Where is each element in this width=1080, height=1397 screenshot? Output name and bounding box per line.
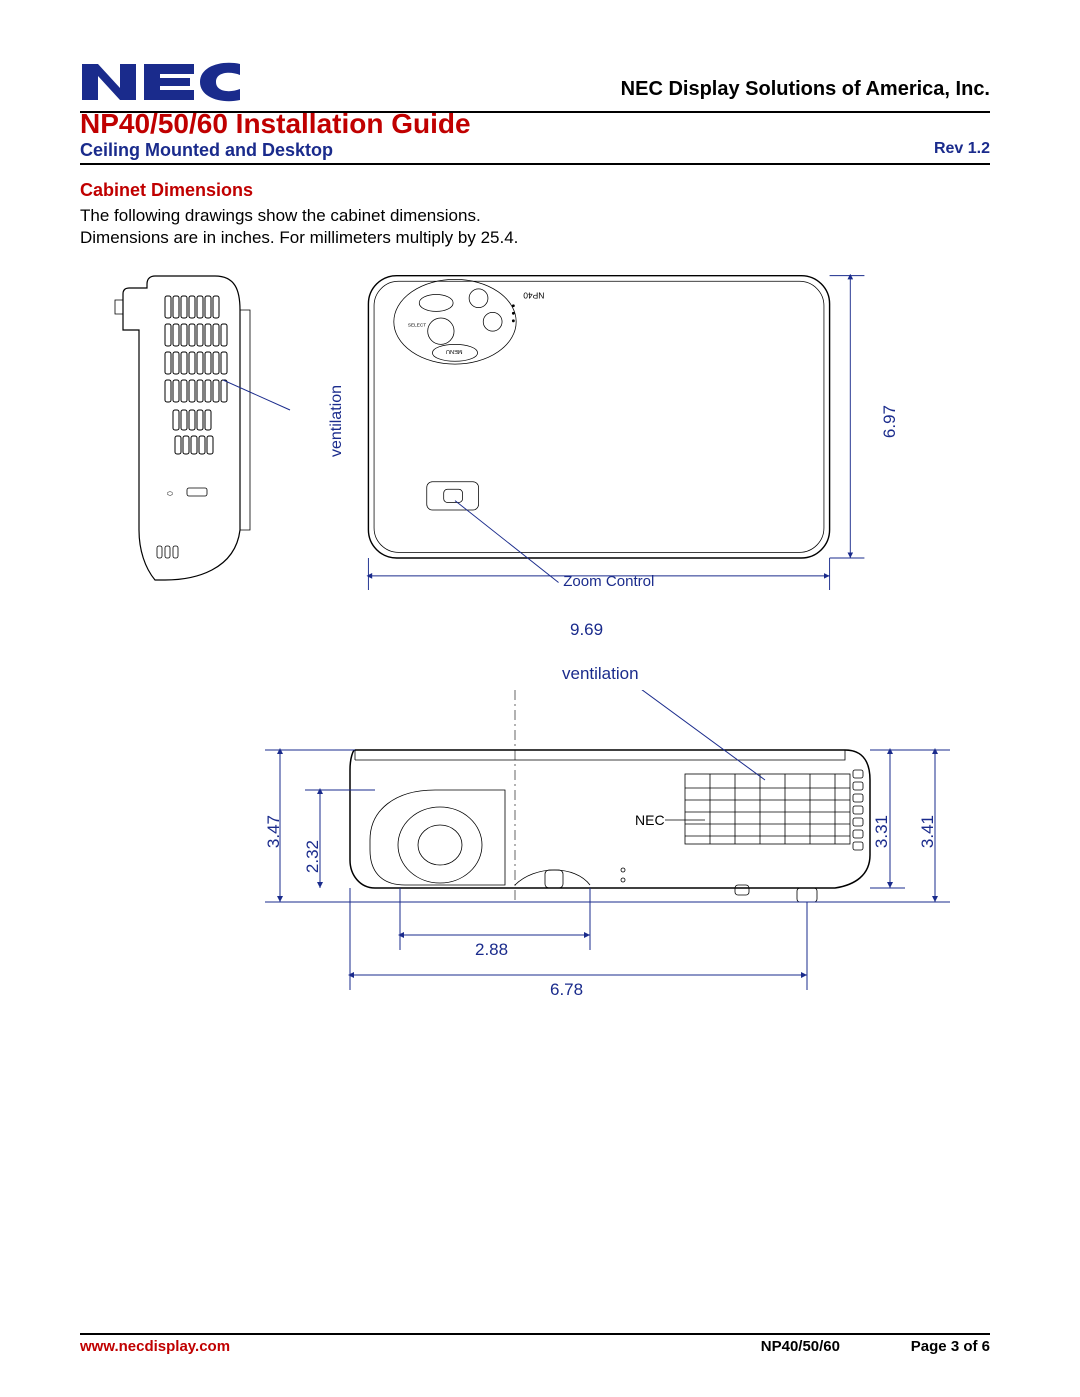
company-name: NEC Display Solutions of America, Inc.: [621, 78, 990, 101]
dim-front-right-outer: 3.41: [918, 815, 938, 848]
footer-model: NP40/50/60: [761, 1338, 840, 1355]
ventilation-label-2: ventilation: [562, 664, 639, 684]
dim-front-left-outer: 3.47: [264, 815, 284, 848]
doc-subtitle: Ceiling Mounted and Desktop: [80, 140, 990, 165]
dim-front-right-inner: 3.31: [872, 815, 892, 848]
dim-front-width-inner: 2.88: [475, 940, 508, 960]
svg-text:SELECT: SELECT: [408, 322, 426, 327]
section-body: The following drawings show the cabinet …: [80, 205, 518, 249]
svg-text:MENU: MENU: [446, 348, 463, 354]
footer-url: www.necdisplay.com: [80, 1338, 230, 1355]
dim-front-width-outer: 6.78: [550, 980, 583, 1000]
drawings: ⬭ ventilation: [80, 260, 990, 1217]
brand-label: NEC: [635, 812, 665, 828]
dim-top-width: 9.69: [570, 620, 603, 640]
body-line-1: The following drawings show the cabinet …: [80, 206, 481, 225]
svg-text:⬭: ⬭: [167, 491, 173, 498]
top-view-drawing: MENU SELECT NP40 Zoom Control: [345, 270, 885, 590]
side-view-drawing: ⬭: [95, 270, 305, 590]
footer-page: Page 3 of 6: [911, 1338, 990, 1355]
ventilation-label-1: ventilation: [328, 385, 346, 457]
dim-top-height: 6.97: [880, 405, 900, 438]
nec-logo: [80, 60, 250, 104]
doc-title: NP40/50/60 Installation Guide: [80, 108, 471, 140]
footer-rule: [80, 1333, 990, 1335]
model-label: NP40: [523, 291, 544, 301]
dim-front-left-inner: 2.32: [303, 840, 323, 873]
section-title: Cabinet Dimensions: [80, 180, 253, 201]
body-line-2: Dimensions are in inches. For millimeter…: [80, 228, 518, 247]
doc-revision: Rev 1.2: [934, 140, 990, 158]
